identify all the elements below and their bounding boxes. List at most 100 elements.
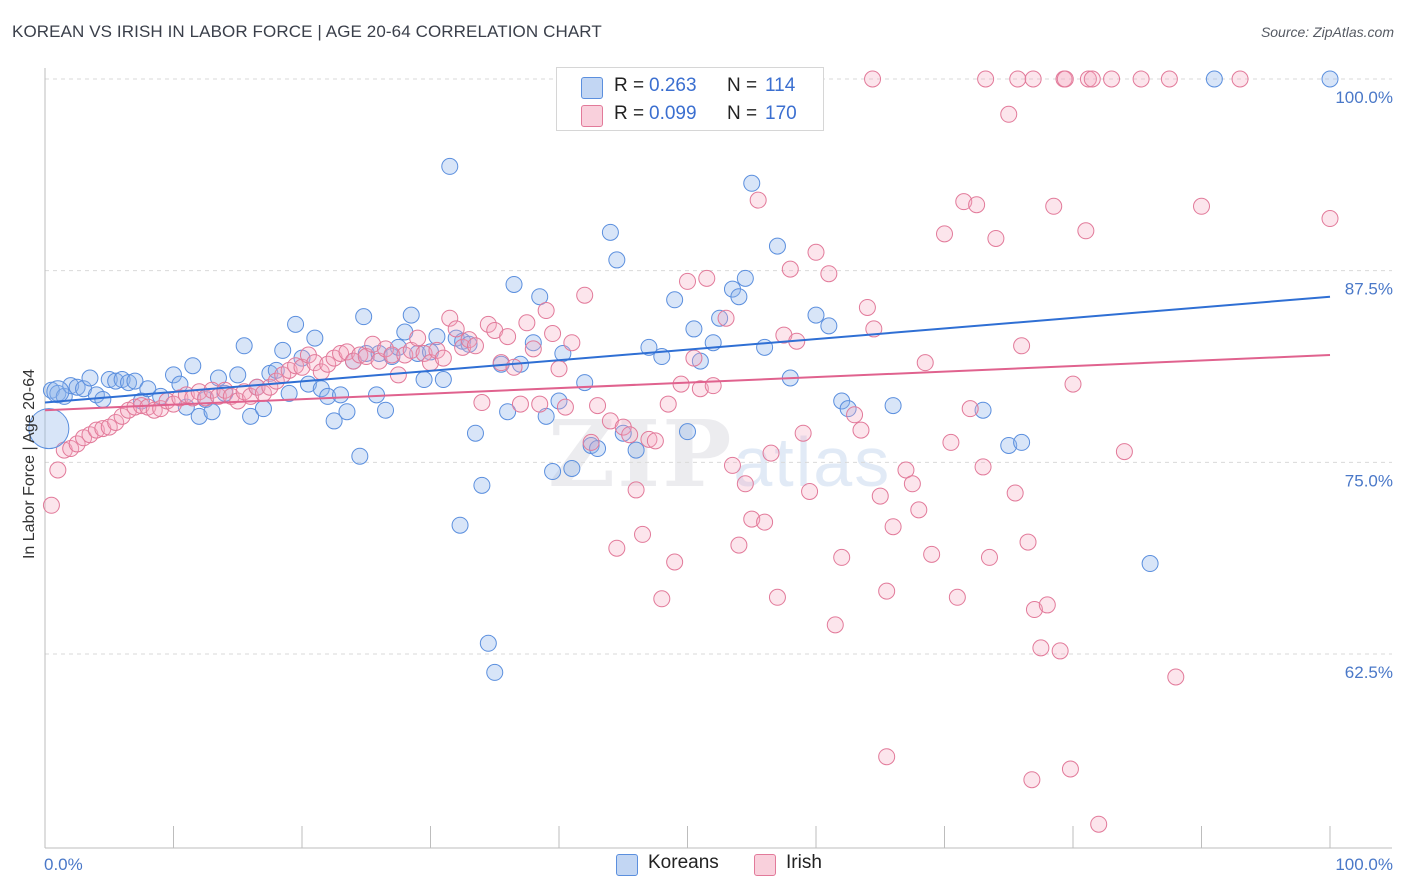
irish-point [383,346,401,364]
irish-point [807,243,825,261]
irish-point [531,395,549,413]
koreans-point [100,371,118,389]
irish-point [762,444,780,462]
irish-point [107,413,125,431]
irish-point [1090,815,1108,833]
irish-point [216,381,234,399]
irish-point [968,196,986,214]
koreans-point [184,357,202,375]
irish-point [1167,668,1185,686]
irish-point [730,536,748,554]
irish-point [679,272,696,290]
r-value: 0.263 [649,75,697,96]
koreans-point [614,424,632,442]
koreans-point [94,390,112,408]
irish-point [723,456,741,474]
koreans-point [242,407,260,425]
irish-point [1077,222,1095,240]
koreans-point [1205,70,1223,88]
irish-point [1079,70,1097,88]
irish-point [820,265,838,283]
irish-point [1019,533,1037,551]
irish-point [338,343,356,361]
irish-point [556,398,574,416]
irish-point [987,229,1005,247]
irish-point [466,337,484,355]
irish-point [563,334,581,352]
koreans-point [274,341,292,359]
irish-point [961,400,979,418]
irish-point [685,349,703,367]
irish-point [409,329,427,347]
koreans-point [325,412,343,430]
irish-point [1032,639,1050,657]
irish-point [248,378,266,396]
koreans-point [685,320,703,338]
irish-point [505,358,523,376]
irish-point [948,588,966,606]
irish-point [42,496,60,514]
irish-point [550,360,568,378]
irish-point [897,461,915,479]
irish-swatch [581,105,603,127]
koreans-point [428,328,446,346]
koreans-point [165,366,182,384]
irish-trend-line [44,354,1331,412]
koreans-point [355,308,373,326]
irish-point [1013,337,1031,355]
koreans-point [666,291,684,309]
irish-point [878,582,896,600]
koreans-point [415,371,433,389]
koreans-point [608,251,626,269]
koreans-point [377,401,395,419]
irish-point [1006,484,1024,502]
koreans-point [139,380,157,398]
koreans-point [884,397,902,415]
koreans-point [46,380,70,404]
koreans-point [563,459,581,477]
koreans-point [974,401,992,419]
irish-point [473,394,491,412]
irish-point [749,191,767,209]
irish-point [826,616,844,634]
irish-point [1193,197,1210,215]
irish-point [511,395,529,413]
irish-point [871,487,889,505]
n-label: N = [727,75,758,96]
irish-point [858,298,876,316]
tick-labels: 62.5% 75.0% 87.5% 100.0% 0.0% 100.0% [44,88,1393,874]
koreans-point [730,288,748,306]
irish-point [351,346,369,364]
irish-point [627,481,645,499]
irish-point [1103,70,1121,88]
irish-point [942,433,960,451]
irish-point [980,548,998,566]
n-value: 170 [765,103,797,124]
irish-point [910,501,928,519]
koreans-point [531,288,549,306]
koreans-point [190,407,208,425]
irish-point [415,344,433,362]
x-tick-label-min: 0.0% [44,855,83,874]
y-axis-label: In Labor Force | Age 20-64 [21,369,38,559]
r-label: R = [614,75,645,96]
koreans-point [486,663,504,681]
koreans-point [544,463,562,481]
koreans-point [81,369,99,387]
koreans-point [68,378,86,396]
irish-point [344,352,362,370]
koreans-point [505,275,523,293]
irish-point [479,315,497,333]
y-tick-label: 62.5% [1345,663,1393,682]
koreans-legend-label: Koreans [648,852,719,873]
koreans-point [332,386,350,404]
koreans-point [306,329,324,347]
legend-row-irish: R = 0.099 N = 170 [557,101,823,129]
koreans-point [107,372,125,390]
irish-point [364,335,382,353]
irish-point [736,475,754,493]
irish-point [801,482,819,500]
chart-title: KOREAN VS IRISH IN LABOR FORCE | AGE 20-… [12,22,602,41]
irish-point [1160,70,1178,88]
irish-point [582,433,600,451]
